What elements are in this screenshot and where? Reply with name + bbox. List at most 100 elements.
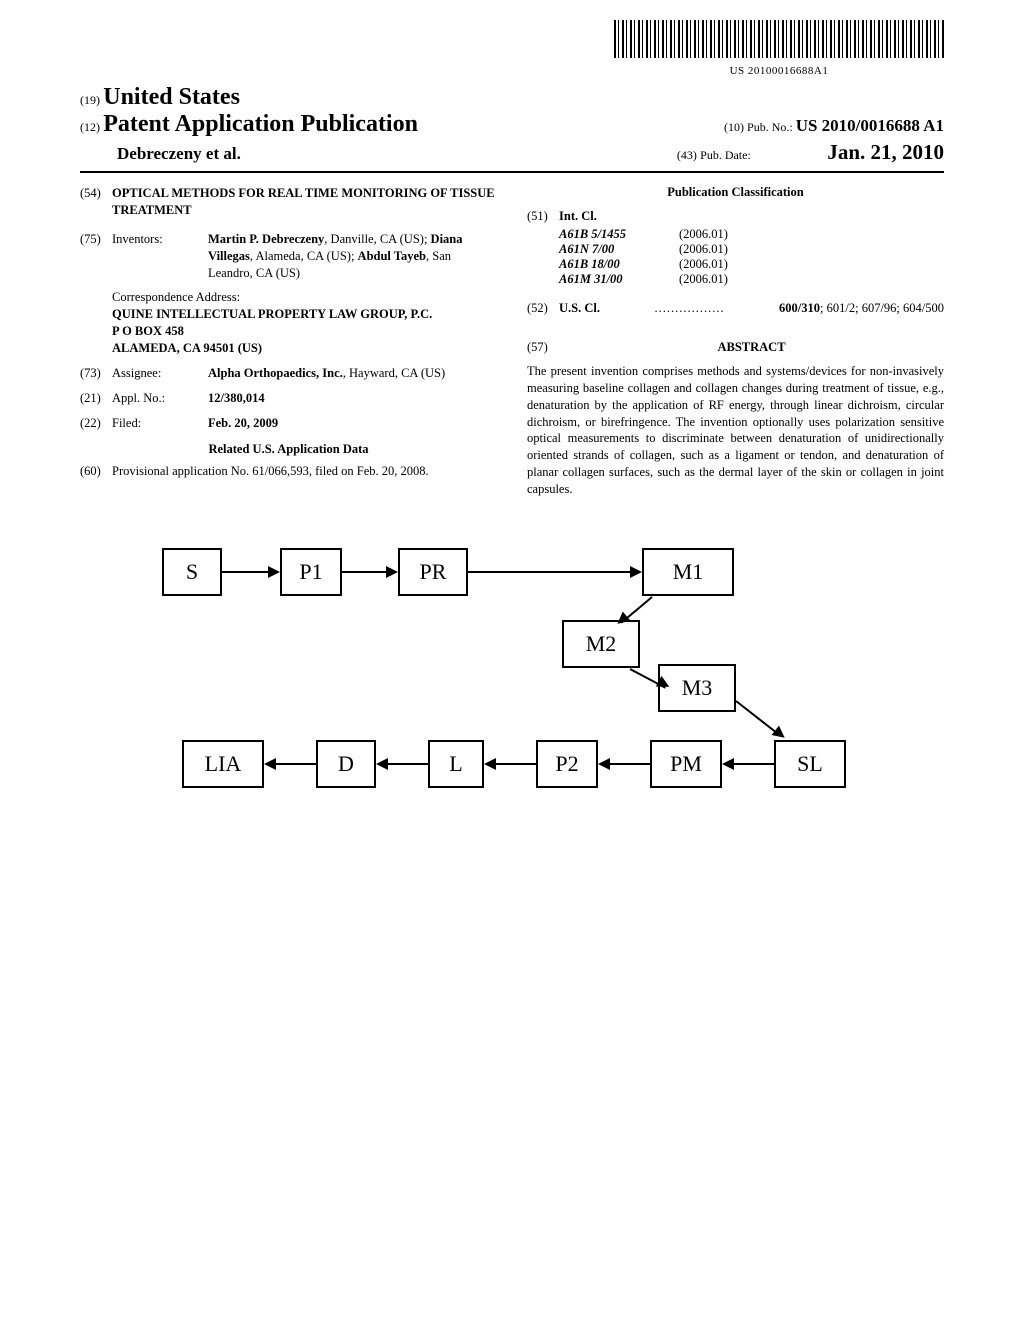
appl-num: (21) xyxy=(80,390,112,407)
pub-line: (12) Patent Application Publication (10)… xyxy=(80,111,944,138)
inventor2-rest: , Alameda, CA (US); xyxy=(250,249,358,263)
inventor1-rest: , Danville, CA (US); xyxy=(324,232,430,246)
inventors-num: (75) xyxy=(80,231,112,282)
related-header: Related U.S. Application Data xyxy=(80,442,497,457)
authors: Debreczeny et al. xyxy=(80,144,241,164)
pub-no-num: (10) xyxy=(724,120,744,134)
arrow-pm-p2 xyxy=(610,763,650,765)
appl-field: (21) Appl. No.: 12/380,014 xyxy=(80,390,497,407)
box-m3: M3 xyxy=(658,664,736,712)
us-cl-rest: ; 601/2; 607/96; 604/500 xyxy=(820,301,944,315)
inventor1-name: Martin P. Debreczeny xyxy=(208,232,324,246)
corr-line3: ALAMEDA, CA 94501 (US) xyxy=(112,340,497,357)
arrow-p1-pr xyxy=(342,571,386,573)
filed-num: (22) xyxy=(80,415,112,432)
int-cl-num: (51) xyxy=(527,208,559,225)
corr-line2: P O BOX 458 xyxy=(112,323,497,340)
pub-type: Patent Application Publication xyxy=(103,111,418,137)
authors-line: Debreczeny et al. (43) Pub. Date: Jan. 2… xyxy=(80,140,944,165)
inventors-field: (75) Inventors: Martin P. Debreczeny, Da… xyxy=(80,231,497,282)
pub-type-num: (12) xyxy=(80,120,100,134)
arrow-head-pm-p2 xyxy=(598,758,610,770)
filed-label: Filed: xyxy=(112,415,208,432)
header-block: (19) United States (12) Patent Applicati… xyxy=(80,84,944,165)
pub-no-label: Pub. No.: xyxy=(747,120,793,134)
left-column: (54) OPTICAL METHODS FOR REAL TIME MONIT… xyxy=(80,185,497,498)
arrow-p2-l xyxy=(496,763,536,765)
arrow-d-lia xyxy=(276,763,316,765)
abstract-header-row: (57) ABSTRACT xyxy=(527,340,944,355)
arrow-head-sl-pm xyxy=(722,758,734,770)
country-line: (19) United States xyxy=(80,84,944,111)
header-divider xyxy=(80,171,944,173)
abstract-num: (57) xyxy=(527,340,559,355)
barcode-area: US 20100016688A1 xyxy=(80,20,944,78)
right-column: Publication Classification (51) Int. Cl.… xyxy=(527,185,944,498)
appl-label: Appl. No.: xyxy=(112,390,208,407)
us-cl-main: 600/310 xyxy=(779,301,820,315)
int-cl-field: (51) Int. Cl. xyxy=(527,208,944,225)
barcode-graphic xyxy=(614,20,944,58)
prov-num: (60) xyxy=(80,463,112,480)
int-cl-year-2: (2006.01) xyxy=(679,257,944,272)
assignee-value: Alpha Orthopaedics, Inc., Hayward, CA (U… xyxy=(208,365,497,382)
box-l: L xyxy=(428,740,484,788)
box-pm: PM xyxy=(650,740,722,788)
us-cl-dots: ................. xyxy=(600,301,779,316)
pub-no-wrap: (10) Pub. No.: US 2010/0016688 A1 xyxy=(724,116,944,136)
assignee-loc: , Hayward, CA (US) xyxy=(343,366,445,380)
abstract-header: ABSTRACT xyxy=(559,340,944,355)
filed-field: (22) Filed: Feb. 20, 2009 xyxy=(80,415,497,432)
pub-date-label: Pub. Date: xyxy=(700,148,751,162)
arrow-head-s-p1 xyxy=(268,566,280,578)
appl-value: 12/380,014 xyxy=(208,390,497,407)
country-name: United States xyxy=(103,84,240,110)
box-sl: SL xyxy=(774,740,846,788)
int-cl-year-3: (2006.01) xyxy=(679,272,944,287)
int-cl-code-0: A61B 5/1455 xyxy=(559,227,679,242)
box-d: D xyxy=(316,740,376,788)
box-pr: PR xyxy=(398,548,468,596)
corr-label: Correspondence Address: xyxy=(112,289,497,306)
title-num: (54) xyxy=(80,185,112,219)
arrow-head-l-d xyxy=(376,758,388,770)
arrow-s-p1 xyxy=(222,571,268,573)
int-cl-row-0: A61B 5/1455 (2006.01) xyxy=(527,227,944,242)
int-cl-year-0: (2006.01) xyxy=(679,227,944,242)
pub-date: Jan. 21, 2010 xyxy=(827,140,944,164)
barcode-text: US 20100016688A1 xyxy=(614,65,944,77)
patent-title: OPTICAL METHODS FOR REAL TIME MONITORING… xyxy=(112,185,497,219)
box-p2: P2 xyxy=(536,740,598,788)
abstract-text: The present invention comprises methods … xyxy=(527,363,944,498)
inventors-label: Inventors: xyxy=(112,231,208,282)
classification-header: Publication Classification xyxy=(527,185,944,200)
arrow-head-pr-m1 xyxy=(630,566,642,578)
int-cl-row-3: A61M 31/00 (2006.01) xyxy=(527,272,944,287)
int-cl-year-1: (2006.01) xyxy=(679,242,944,257)
int-cl-row-1: A61N 7/00 (2006.01) xyxy=(527,242,944,257)
box-lia: LIA xyxy=(182,740,264,788)
pub-type-wrap: (12) Patent Application Publication xyxy=(80,111,418,138)
int-cl-label: Int. Cl. xyxy=(559,208,597,225)
prov-text: Provisional application No. 61/066,593, … xyxy=(112,463,497,480)
content-columns: (54) OPTICAL METHODS FOR REAL TIME MONIT… xyxy=(80,185,944,498)
arrow-head-p1-pr xyxy=(386,566,398,578)
assignee-num: (73) xyxy=(80,365,112,382)
arrow-pr-m1 xyxy=(468,571,630,573)
us-cl-values: 600/310; 601/2; 607/96; 604/500 xyxy=(779,301,944,316)
int-cl-code-3: A61M 31/00 xyxy=(559,272,679,287)
assignee-name: Alpha Orthopaedics, Inc. xyxy=(208,366,343,380)
us-cl-field: (52) U.S. Cl. ................. 600/310;… xyxy=(527,301,944,316)
assignee-label: Assignee: xyxy=(112,365,208,382)
arrow-sl-pm xyxy=(734,763,774,765)
filed-value: Feb. 20, 2009 xyxy=(208,415,497,432)
assignee-field: (73) Assignee: Alpha Orthopaedics, Inc.,… xyxy=(80,365,497,382)
int-cl-row-2: A61B 18/00 (2006.01) xyxy=(527,257,944,272)
provisional-field: (60) Provisional application No. 61/066,… xyxy=(80,463,497,480)
us-cl-num: (52) xyxy=(527,301,559,316)
box-m2: M2 xyxy=(562,620,640,668)
pub-date-wrap: (43) Pub. Date: Jan. 21, 2010 xyxy=(677,140,944,165)
box-m1: M1 xyxy=(642,548,734,596)
corr-line1: QUINE INTELLECTUAL PROPERTY LAW GROUP, P… xyxy=(112,306,497,323)
country-num: (19) xyxy=(80,93,100,107)
